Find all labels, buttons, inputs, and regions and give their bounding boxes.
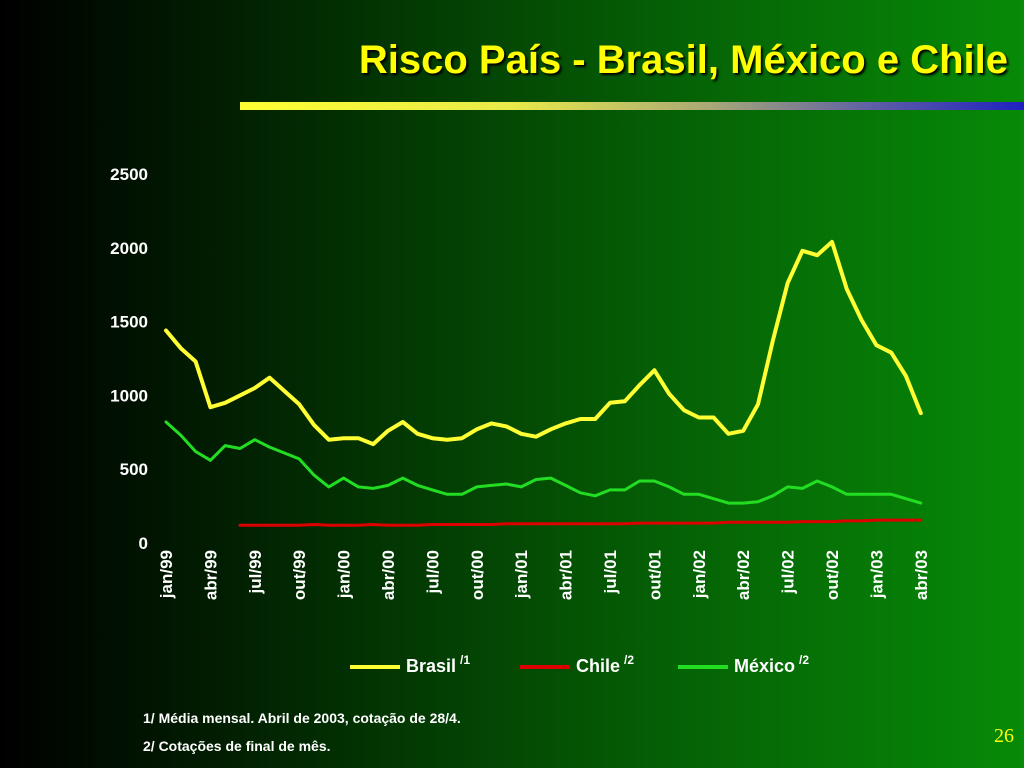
y-tick-label: 1000 — [110, 386, 148, 405]
x-tick-label: jan/01 — [512, 550, 531, 599]
title-underline — [240, 102, 1024, 110]
x-tick-label: out/00 — [468, 550, 487, 600]
x-tick-label: jul/99 — [246, 550, 265, 594]
x-tick-label: abr/00 — [379, 550, 398, 600]
legend-note-brasil: /1 — [460, 652, 471, 667]
x-tick-label: jul/00 — [423, 550, 442, 594]
series-line-chile — [238, 518, 923, 527]
y-tick-label: 0 — [139, 534, 148, 553]
slide-title: Risco País - Brasil, México e Chile — [358, 38, 1008, 82]
y-tick-label: 1500 — [110, 313, 148, 332]
y-axis-tick-labels: 0 500 1000 1500 2000 2500 — [110, 165, 148, 553]
footnote-1: 1/ Média mensal. Abril de 2003, cotação … — [143, 710, 461, 726]
y-tick-label: 2000 — [110, 239, 148, 258]
legend-note-mexico: /2 — [799, 652, 810, 667]
x-tick-label: jan/99 — [157, 550, 176, 599]
legend-note-chile: /2 — [624, 652, 635, 667]
legend-label-chile: Chile — [576, 656, 621, 676]
x-tick-label: jan/00 — [335, 550, 354, 599]
legend-label-mexico: México — [734, 656, 796, 676]
y-tick-label: 500 — [120, 460, 148, 479]
legend-label-brasil: Brasil — [406, 656, 457, 676]
x-tick-label: out/02 — [823, 550, 842, 600]
x-tick-label: jan/03 — [867, 550, 886, 599]
legend-swatch-brasil — [350, 664, 400, 669]
x-tick-label: abr/01 — [557, 550, 576, 600]
legend-item-chile: Chile /2 — [520, 652, 635, 677]
x-axis-tick-labels: jan/99 abr/99 jul/99 out/99 jan/00 abr/00 jul/… — [157, 550, 931, 600]
legend-item-brasil: Brasil /1 — [350, 652, 471, 677]
x-tick-label: abr/03 — [912, 550, 931, 600]
legend-swatch-mexico — [678, 664, 728, 669]
y-tick-label: 2500 — [110, 165, 148, 184]
legend-swatch-chile — [520, 664, 570, 669]
page-number: 26 — [994, 725, 1014, 747]
series-line-brasil — [164, 239, 923, 447]
series-lines — [164, 239, 923, 527]
x-tick-label: abr/99 — [201, 550, 220, 600]
x-tick-label: out/99 — [290, 550, 309, 600]
x-tick-label: abr/02 — [734, 550, 753, 600]
x-tick-label: jul/01 — [601, 550, 620, 594]
x-tick-label: out/01 — [645, 550, 664, 600]
x-tick-label: jan/02 — [690, 550, 709, 599]
series-line-mexico — [164, 420, 923, 505]
footnote-2: 2/ Cotações de final de mês. — [143, 738, 331, 754]
legend-item-mexico: México /2 — [678, 652, 810, 677]
x-tick-label: jul/02 — [779, 550, 798, 594]
